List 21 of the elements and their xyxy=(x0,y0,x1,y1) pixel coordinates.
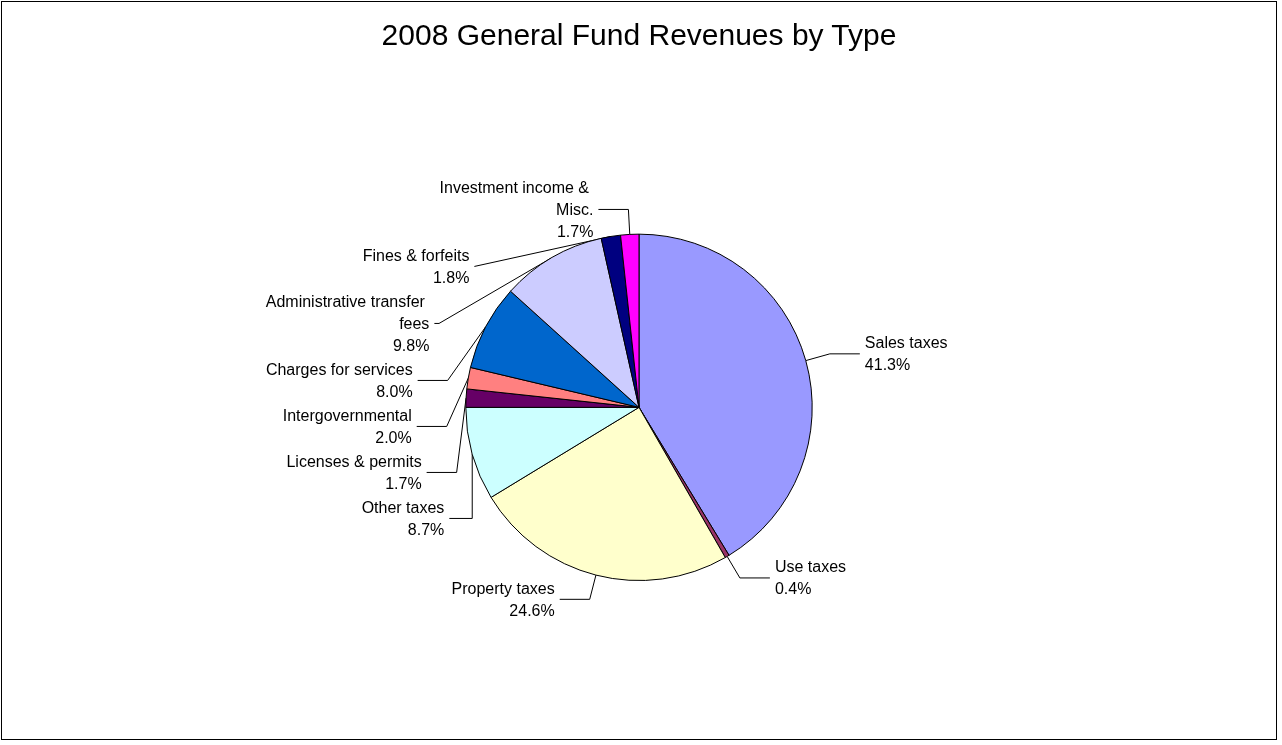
data-label: 41.3% xyxy=(864,356,911,374)
slice-label: Use taxes xyxy=(774,558,847,576)
slice-label: Administrative transfer fees xyxy=(265,292,430,332)
slice-label: Licenses & permits xyxy=(286,452,422,470)
slice-label: Fines & forfeits xyxy=(362,246,470,264)
chart-title: 2008 General Fund Revenues by Type xyxy=(381,17,897,51)
data-label: 9.8% xyxy=(392,336,430,354)
slice-label: Sales taxes xyxy=(864,334,948,352)
data-label: 8.0% xyxy=(376,382,413,400)
data-label: 2.0% xyxy=(375,428,412,446)
data-label: 1.7% xyxy=(385,474,422,492)
slice-label: Other taxes xyxy=(361,498,445,516)
data-label: 8.7% xyxy=(407,520,445,538)
slice-label: Investment income & Misc. xyxy=(439,178,594,218)
data-label: 0.4% xyxy=(774,580,812,598)
data-label: 1.8% xyxy=(432,268,470,286)
data-label: 1.7% xyxy=(556,222,594,240)
data-label: 24.6% xyxy=(509,601,555,619)
slice-label: Intergovernmental xyxy=(282,406,412,424)
slice-label: Charges for services xyxy=(265,360,413,378)
slice-label: Property taxes xyxy=(451,579,555,597)
